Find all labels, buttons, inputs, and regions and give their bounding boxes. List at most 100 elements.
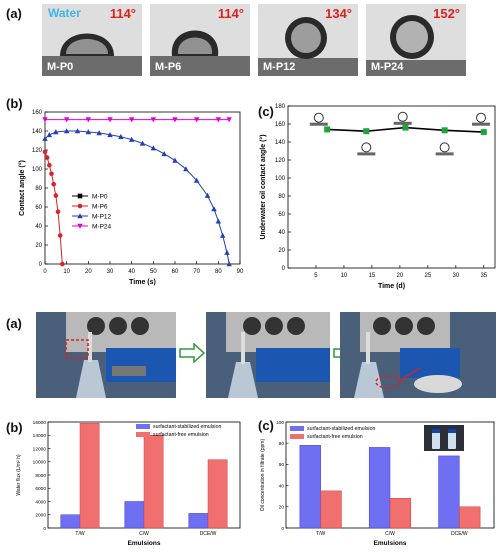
filtration-image bbox=[340, 312, 496, 398]
vial-inset-photo bbox=[424, 425, 464, 451]
x-tick-label: 20 bbox=[85, 269, 92, 275]
data-point-m-p24 bbox=[42, 117, 48, 123]
bar-free bbox=[207, 459, 228, 529]
bar-free bbox=[320, 490, 342, 529]
y-axis-label: Underwater oil contact angle (°) bbox=[259, 134, 267, 239]
data-point-m-p12 bbox=[85, 129, 92, 135]
x-tick-label: 20 bbox=[397, 273, 404, 279]
x-tick-label: 15 bbox=[369, 273, 376, 279]
y-tick-label: 40 bbox=[278, 230, 285, 236]
x-tick-label: 35 bbox=[480, 273, 487, 279]
data-point-m-p12 bbox=[161, 151, 167, 157]
panel-label-1a: (a) bbox=[6, 6, 22, 21]
contact-angle-value: 152° bbox=[433, 6, 460, 21]
droplet-image bbox=[258, 4, 358, 76]
data-point-m-p6 bbox=[47, 162, 52, 168]
oil-concentration-chart: 0 20 40 60 80 100 T/W C/W DCE/W Emulsions Oil conc… bbox=[260, 420, 495, 547]
x-axis-label: Time (s) bbox=[129, 279, 156, 286]
bar-stabilized bbox=[60, 514, 81, 529]
data-point bbox=[480, 129, 487, 136]
data-point-m-p12 bbox=[219, 232, 226, 238]
y-tick-label: 140 bbox=[32, 129, 43, 135]
data-point-m-p6 bbox=[51, 181, 56, 187]
bar-stabilized bbox=[124, 501, 145, 529]
data-point bbox=[441, 127, 448, 134]
data-point-m-p24 bbox=[150, 117, 157, 123]
contact-angle-value: 134° bbox=[325, 6, 352, 21]
bar-free bbox=[459, 506, 481, 529]
y-tick-label: 4000 bbox=[35, 499, 46, 505]
data-point-m-p12 bbox=[224, 249, 230, 255]
x-tick-label: 0 bbox=[43, 269, 47, 275]
data-point-m-p12 bbox=[139, 140, 146, 146]
x-tick-label: 90 bbox=[237, 269, 244, 275]
data-point-m-p24 bbox=[193, 117, 200, 123]
data-point-m-p24 bbox=[215, 117, 222, 123]
water-flux-chart: 0 2000 4000 6000 8000 10000 12000 14000 16000 T/W… bbox=[16, 420, 241, 547]
x-tick-label: C/W bbox=[139, 531, 149, 537]
y-tick-label: 10000 bbox=[33, 460, 47, 466]
y-tick-label: 20 bbox=[35, 243, 42, 249]
contact-angle-value: 114° bbox=[109, 6, 136, 21]
legend-marker bbox=[77, 193, 83, 199]
data-point-m-p6 bbox=[60, 261, 65, 267]
legend-marker bbox=[77, 223, 83, 229]
data-point-m-p6 bbox=[44, 155, 50, 160]
y-tick-label: 20 bbox=[278, 248, 285, 254]
data-point-m-p12 bbox=[107, 132, 113, 138]
oil-droplet-icon bbox=[476, 112, 487, 123]
data-point bbox=[363, 128, 370, 135]
data-point-m-p24 bbox=[128, 117, 135, 123]
panel-label-1c: (c) bbox=[258, 104, 274, 119]
legend-swatch bbox=[290, 434, 304, 439]
data-point-m-p12 bbox=[128, 136, 135, 142]
legend-swatch bbox=[136, 432, 150, 437]
data-point-m-p12 bbox=[74, 128, 81, 134]
x-axis-label: Emulsions bbox=[374, 540, 407, 547]
data-point-m-p24 bbox=[85, 117, 92, 123]
legend-label: surfactant-free emulsion bbox=[307, 434, 363, 440]
data-point-m-p12 bbox=[42, 135, 48, 141]
oil-droplet-icon-substrate bbox=[435, 152, 454, 156]
x-tick-label: T/W bbox=[316, 531, 325, 537]
y-axis-label: Water flux (L/m² h) bbox=[16, 454, 22, 496]
y-tick-label: 60 bbox=[279, 462, 285, 468]
x-tick-label: 60 bbox=[172, 269, 179, 275]
y-tick-label: 180 bbox=[275, 104, 286, 110]
y-tick-label: 0 bbox=[43, 526, 46, 532]
y-tick-label: 0 bbox=[39, 262, 43, 268]
y-tick-label: 20 bbox=[279, 505, 285, 511]
x-tick-label: 40 bbox=[128, 269, 135, 275]
droplet-image bbox=[150, 4, 250, 76]
droplet-photo-m-p6: 114° M-P6 bbox=[150, 4, 250, 76]
oil-droplet-icon-substrate bbox=[393, 121, 412, 125]
oil-droplet-icon bbox=[313, 112, 324, 123]
bar-free bbox=[389, 498, 412, 529]
x-tick-label: DCE/W bbox=[451, 531, 468, 537]
droplet-image bbox=[42, 4, 142, 76]
legend-swatch bbox=[136, 424, 150, 429]
y-axis-label: Contact angle (°) bbox=[18, 160, 26, 216]
legend-label: M-P12 bbox=[92, 214, 112, 221]
y-tick-label: 40 bbox=[279, 483, 285, 489]
data-point-m-p12 bbox=[150, 145, 157, 151]
data-point-m-p6 bbox=[42, 149, 48, 155]
data-point-m-p24 bbox=[172, 117, 178, 123]
x-tick-label: 30 bbox=[452, 273, 459, 279]
droplet-photo-m-p0: Water 114° M-P0 bbox=[42, 4, 142, 76]
y-tick-label: 80 bbox=[278, 194, 285, 200]
y-tick-label: 100 bbox=[276, 420, 284, 426]
x-tick-label: 10 bbox=[341, 273, 348, 279]
oil-droplet-icon bbox=[439, 142, 450, 153]
filtration-photo-1 bbox=[36, 312, 176, 398]
legend-label: surfactant-stabilized emulsion bbox=[153, 424, 221, 430]
data-point bbox=[324, 126, 331, 133]
y-tick-label: 14000 bbox=[33, 433, 47, 439]
x-tick-label: 80 bbox=[215, 269, 222, 275]
data-point bbox=[402, 124, 409, 131]
sample-label: M-P12 bbox=[263, 61, 296, 73]
data-point-m-p12 bbox=[204, 192, 211, 198]
vial-image bbox=[424, 425, 464, 451]
data-point-m-p24 bbox=[63, 117, 70, 123]
data-point-m-p12 bbox=[63, 128, 70, 134]
